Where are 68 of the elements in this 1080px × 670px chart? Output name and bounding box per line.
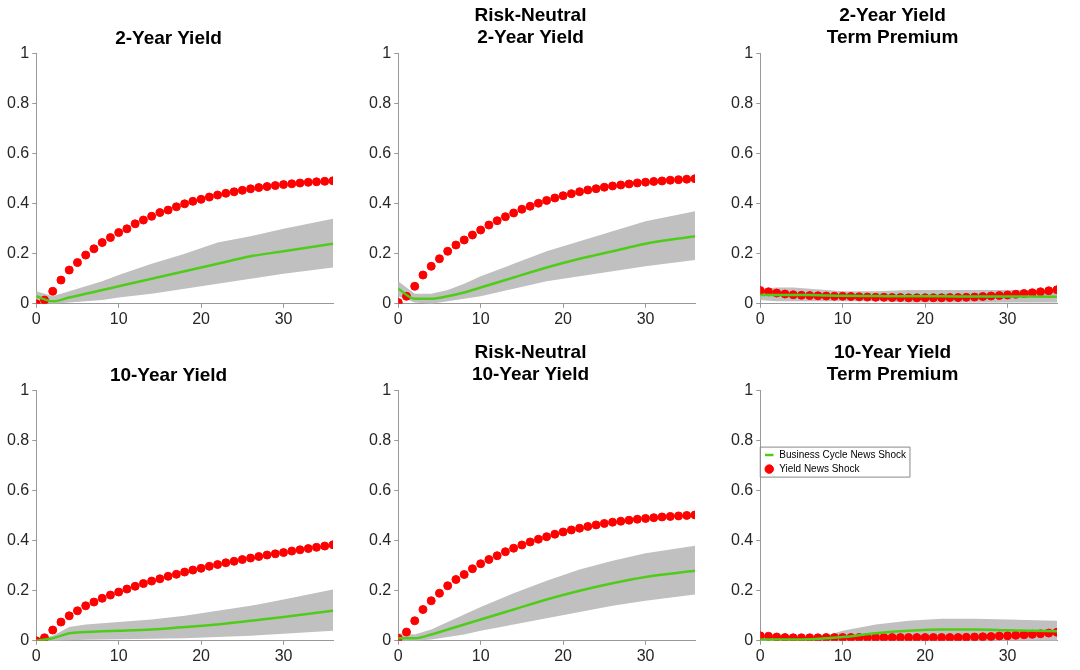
y-tick-label: 0.6 (730, 481, 754, 499)
y-tick-label: 0.8 (368, 94, 392, 112)
x-tick-label: 10 (833, 646, 852, 664)
y-tick-label: 0.4 (6, 194, 30, 212)
x-tick-label: 10 (471, 646, 490, 664)
chart-title: 10-Year Yield Term Premium (826, 340, 959, 385)
y-tick-label: 0.8 (730, 431, 754, 449)
x-tick-label: 10 (471, 309, 490, 327)
legend-label: Business Cycle News Shock (779, 448, 907, 460)
y-tick-label: 0.8 (6, 94, 30, 112)
x-tick-label: 0 (393, 309, 403, 327)
legend-label: Yield News Shock (779, 462, 861, 474)
y-tick-label: 0.8 (730, 94, 754, 112)
chart-title: Risk-Neutral 10-Year Yield (471, 340, 590, 385)
y-tick-label: 0.8 (368, 431, 392, 449)
y-tick-label: 0.2 (6, 244, 30, 262)
y-tick-label: 0 (20, 294, 30, 312)
y-tick-label: 1 (382, 44, 392, 62)
x-tick-label: 0 (31, 646, 41, 664)
x-tick-label: 0 (31, 309, 41, 327)
x-tick-label: 30 (274, 646, 293, 664)
y-tick-label: 0 (744, 294, 754, 312)
x-tick-label: 20 (554, 646, 573, 664)
x-tick-label: 30 (998, 646, 1017, 664)
y-tick-label: 0 (382, 631, 392, 649)
y-tick-label: 0.6 (6, 481, 30, 499)
x-tick-label: 0 (755, 646, 765, 664)
y-tick-label: 0.4 (368, 194, 392, 212)
y-tick-label: 1 (744, 44, 754, 62)
y-tick-label: 1 (382, 381, 392, 399)
y-tick-label: 0 (744, 631, 754, 649)
x-tick-label: 20 (916, 309, 935, 327)
y-tick-label: 0.4 (730, 194, 754, 212)
y-tick-label: 0.2 (730, 581, 754, 599)
x-tick-label: 30 (998, 309, 1017, 327)
y-tick-label: 0.2 (6, 581, 30, 599)
y-tick-label: 1 (20, 381, 30, 399)
y-tick-label: 0.4 (6, 531, 30, 549)
y-tick-label: 0.6 (6, 144, 30, 162)
x-tick-label: 20 (916, 646, 935, 664)
x-tick-label: 20 (554, 309, 573, 327)
y-tick-label: 0.4 (368, 531, 392, 549)
y-tick-label: 0.4 (730, 531, 754, 549)
x-tick-label: 0 (755, 309, 765, 327)
y-tick-label: 0 (20, 631, 30, 649)
y-tick-label: 0.8 (6, 431, 30, 449)
x-tick-label: 20 (192, 309, 211, 327)
x-tick-label: 30 (636, 646, 655, 664)
chart-title: 2-Year Yield Term Premium (826, 3, 959, 48)
x-tick-label: 30 (636, 309, 655, 327)
chart-title: 2-Year Yield (115, 26, 222, 48)
y-tick-label: 0.2 (368, 581, 392, 599)
y-tick-label: 0.6 (368, 481, 392, 499)
y-tick-label: 0.6 (368, 144, 392, 162)
x-tick-label: 0 (393, 646, 403, 664)
x-tick-label: 30 (274, 309, 293, 327)
y-tick-label: 0.6 (730, 144, 754, 162)
x-tick-label: 20 (192, 646, 211, 664)
chart-title: 10-Year Yield (109, 363, 228, 385)
y-tick-label: 0.2 (730, 244, 754, 262)
chart-title: Risk-Neutral 2-Year Yield (474, 3, 587, 48)
y-tick-label: 0.2 (368, 244, 392, 262)
y-tick-label: 1 (744, 381, 754, 399)
y-tick-label: 0 (382, 294, 392, 312)
y-tick-label: 1 (20, 44, 30, 62)
x-tick-label: 10 (109, 309, 128, 327)
x-tick-label: 10 (109, 646, 128, 664)
x-tick-label: 10 (833, 309, 852, 327)
